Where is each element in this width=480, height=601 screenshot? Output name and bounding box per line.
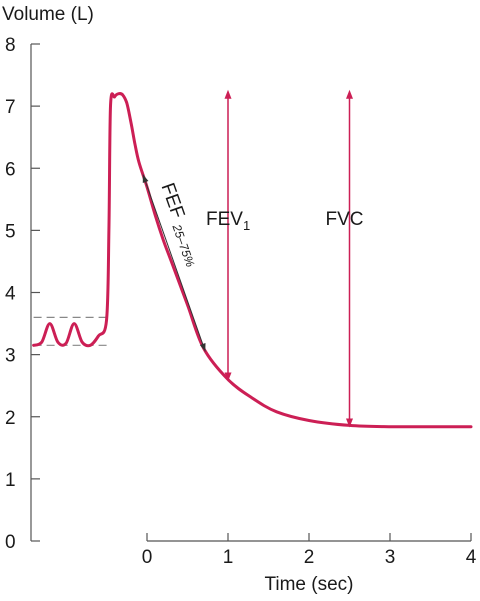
fev1-annotation: FEV1 [206,89,250,382]
x-tick-label: 0 [142,547,153,568]
y-tick-label: 2 [5,408,16,429]
fef-label: FEF [157,180,189,221]
x-tick-label: 1 [223,547,234,568]
x-tick-label: 3 [385,547,396,568]
y-tick-label: 8 [5,35,16,56]
y-axis-title: Volume (L) [2,4,94,25]
y-tick-label: 4 [5,284,16,305]
fev1-label: FEV1 [206,209,250,233]
fvc-arrowhead-top [346,89,353,99]
fev1-arrowhead-top [224,89,232,99]
fef-arrow-line [142,174,206,352]
x-tick-label: 4 [466,547,477,568]
y-tick-label: 5 [5,221,16,242]
fvc-label: FVC [326,209,364,230]
x-tick-label: 2 [304,547,315,568]
fev1-arrowhead-bottom [224,372,232,382]
y-tick-label: 6 [5,159,16,180]
y-axis: 0 1 2 3 4 5 6 7 8 [5,35,40,553]
fef-arrowhead-start [142,174,149,184]
fef-arrowhead-end [199,342,206,352]
fef-annotation: FEF 25–75% [142,174,206,352]
y-tick-label: 1 [5,470,16,491]
x-axis-title: Time (sec) [264,574,353,595]
fvc-arrowhead-bottom [346,418,353,428]
fvc-annotation: FVC [326,89,364,428]
y-tick-label: 7 [5,97,16,118]
volume-time-curve [32,92,473,429]
y-tick-label: 3 [5,346,16,367]
x-axis: 0 1 2 3 4 [142,533,477,568]
y-tick-label: 0 [5,532,16,553]
